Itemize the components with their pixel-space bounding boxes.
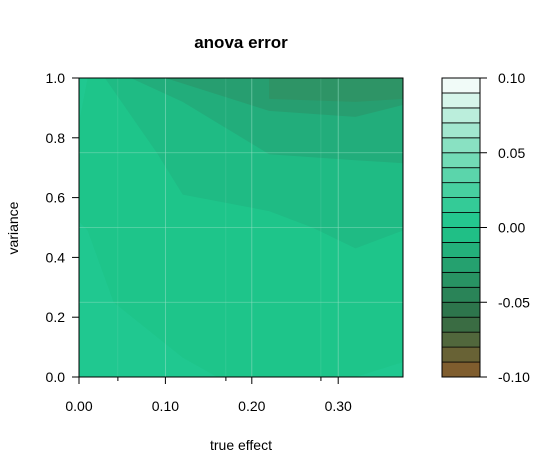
colorbar-tick-label-0: 0.10 xyxy=(498,70,525,86)
colorbar-band-10 xyxy=(441,212,481,228)
y-tick-label-5: 1.0 xyxy=(46,70,66,86)
colorbar-tick-label-2: 0.00 xyxy=(498,220,525,236)
colorbar-band-0 xyxy=(441,361,481,378)
colorbar-band-19 xyxy=(441,77,481,94)
colorbar-band-11 xyxy=(441,197,481,213)
colorbar-band-8 xyxy=(441,242,481,258)
colorbar-band-18 xyxy=(441,92,481,109)
colorbar-band-12 xyxy=(441,182,481,198)
y-axis-label: variance xyxy=(5,201,21,254)
y-axis: 0.0 0.2 0.4 0.6 0.8 1.0 xyxy=(46,70,79,385)
x-tick-label-2: 0.20 xyxy=(238,398,265,414)
colorbar-band-7 xyxy=(441,256,481,273)
plot-area xyxy=(78,77,404,378)
colorbar-band-17 xyxy=(441,107,481,124)
colorbar: 0.10 0.05 0.00 -0.05 -0.10 xyxy=(441,70,530,385)
x-tick-label-0: 0.00 xyxy=(65,398,92,414)
colorbar-band-1 xyxy=(441,346,481,363)
colorbar-tick-label-1: 0.05 xyxy=(498,145,525,161)
plot-border xyxy=(78,77,404,378)
y-tick-label-2: 0.4 xyxy=(46,249,66,265)
colorbar-band-2 xyxy=(441,331,481,348)
x-tick-label-1: 0.10 xyxy=(152,398,179,414)
colorbar-band-6 xyxy=(441,271,481,288)
contour-region-6 xyxy=(79,78,88,123)
colorbar-band-3 xyxy=(441,316,481,333)
colorbar-band-15 xyxy=(441,137,481,154)
colorbar-band-14 xyxy=(441,152,481,169)
y-tick-label-1: 0.2 xyxy=(46,309,66,325)
y-tick-label-4: 0.8 xyxy=(46,130,66,146)
contour-region-4 xyxy=(269,78,403,102)
x-tick-label-3: 0.30 xyxy=(325,398,352,414)
colorbar-band-5 xyxy=(441,286,481,303)
x-axis: 0.00 0.10 0.20 0.30 xyxy=(65,377,352,414)
y-tick-label-3: 0.6 xyxy=(46,190,66,206)
colorbar-tick-label-4: -0.10 xyxy=(498,369,530,385)
colorbar-band-4 xyxy=(441,301,481,318)
colorbar-band-16 xyxy=(441,122,481,139)
grid-lines xyxy=(79,78,403,377)
colorbar-band-13 xyxy=(441,167,481,184)
contour-region-5 xyxy=(79,221,218,377)
contour-region-7 xyxy=(355,362,403,377)
x-axis-label: true effect xyxy=(210,437,272,453)
colorbar-tick-label-3: -0.05 xyxy=(498,294,530,310)
y-tick-label-0: 0.0 xyxy=(46,369,66,385)
chart-title: anova error xyxy=(194,33,288,52)
colorbar-band-9 xyxy=(441,227,481,243)
